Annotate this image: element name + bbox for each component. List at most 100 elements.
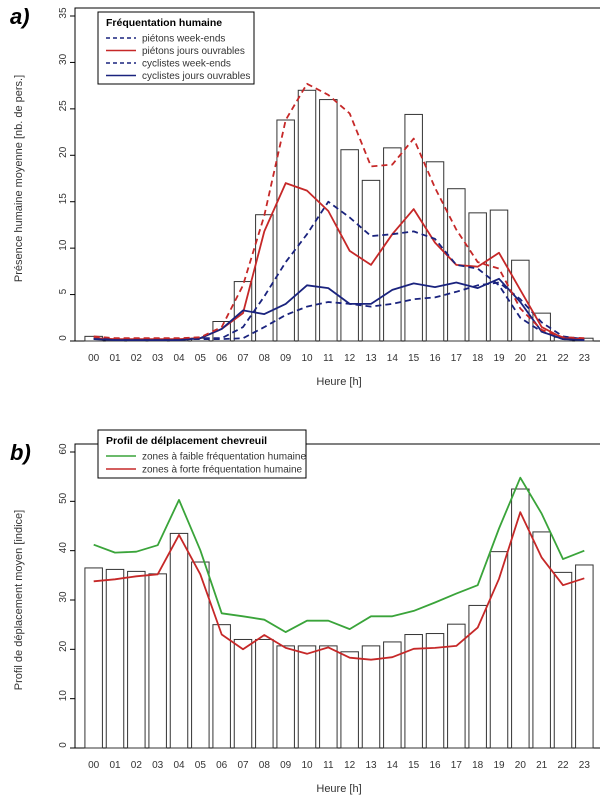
b-xtick-label: 21 bbox=[536, 760, 548, 771]
a-xtick-label: 04 bbox=[173, 353, 185, 364]
b-bar-21 bbox=[532, 531, 551, 749]
a-ytick-label: 5 bbox=[58, 288, 69, 294]
a-bar-19 bbox=[489, 209, 509, 342]
b-xtick-label: 06 bbox=[216, 760, 228, 771]
b-bar-20 bbox=[511, 488, 530, 749]
b-xtick-label: 05 bbox=[195, 760, 207, 771]
a-xtick-label: 14 bbox=[387, 353, 399, 364]
a-plot-frame bbox=[74, 7, 600, 342]
b-series-line-0 bbox=[93, 476, 585, 634]
b-bar-00 bbox=[84, 567, 103, 749]
b-bar-10 bbox=[297, 645, 317, 749]
panel-b-label: b) bbox=[10, 440, 31, 465]
b-ytick-label: 50 bbox=[58, 492, 69, 504]
b-bar-06 bbox=[212, 624, 231, 749]
b-ytick-label: 40 bbox=[58, 542, 69, 554]
b-bar-09 bbox=[276, 645, 295, 749]
b-xtick-label: 15 bbox=[408, 760, 420, 771]
b-legend-title: Profil de délplacement chevreuil bbox=[106, 435, 267, 447]
b-ytick-label: 0 bbox=[58, 742, 69, 748]
a-xtick-label: 21 bbox=[536, 353, 548, 364]
b-legend-entry: zones à faible fréquentation humaine bbox=[142, 452, 306, 463]
b-xtick-label: 17 bbox=[451, 760, 463, 771]
a-bar-09 bbox=[276, 119, 295, 342]
a-legend-entry: cyclistes week-ends bbox=[142, 59, 231, 70]
b-xtick-label: 18 bbox=[472, 760, 484, 771]
a-bar-15 bbox=[404, 113, 423, 342]
b-bar-05 bbox=[191, 561, 210, 749]
a-xtick-label: 06 bbox=[216, 353, 228, 364]
a-legend-entry: piétons week-ends bbox=[142, 34, 225, 45]
a-xtick-label: 07 bbox=[237, 353, 249, 364]
b-xtick-label: 01 bbox=[109, 760, 121, 771]
b-xtick-label: 09 bbox=[280, 760, 292, 771]
a-bar-11 bbox=[319, 99, 338, 342]
a-bar-18 bbox=[468, 212, 487, 342]
b-ytick-label: 30 bbox=[58, 591, 69, 603]
b-xtick-label: 02 bbox=[131, 760, 143, 771]
b-bar-02 bbox=[127, 570, 146, 749]
a-xtick-label: 19 bbox=[493, 353, 505, 364]
a-xtick-label: 13 bbox=[365, 353, 377, 364]
a-ytick-label: 25 bbox=[58, 100, 69, 112]
a-xlabel: Heure [h] bbox=[316, 376, 361, 388]
b-bar-04 bbox=[169, 532, 189, 749]
b-bar-17 bbox=[447, 623, 466, 749]
a-xtick-label: 02 bbox=[131, 353, 143, 364]
a-bar-10 bbox=[297, 89, 317, 342]
b-xtick-label: 13 bbox=[365, 760, 377, 771]
a-xtick-label: 00 bbox=[88, 353, 100, 364]
a-legend-entry: cyclistes jours ouvrables bbox=[142, 71, 250, 82]
b-bar-07 bbox=[233, 638, 253, 749]
a-xtick-label: 09 bbox=[280, 353, 292, 364]
b-bar-14 bbox=[383, 641, 402, 749]
b-bar-03 bbox=[148, 573, 167, 749]
b-xtick-label: 20 bbox=[515, 760, 527, 771]
b-bar-22 bbox=[553, 571, 573, 749]
b-bar-11 bbox=[319, 645, 338, 749]
b-xtick-label: 23 bbox=[579, 760, 591, 771]
b-bar-23 bbox=[575, 564, 594, 749]
b-xtick-label: 12 bbox=[344, 760, 356, 771]
b-xtick-label: 08 bbox=[259, 760, 271, 771]
a-series-line-2 bbox=[93, 200, 585, 341]
a-ytick-label: 20 bbox=[58, 146, 69, 158]
b-xtick-label: 00 bbox=[88, 760, 100, 771]
a-xtick-label: 17 bbox=[451, 353, 463, 364]
a-xtick-label: 23 bbox=[579, 353, 591, 364]
a-xtick-label: 05 bbox=[195, 353, 207, 364]
a-ytick-label: 35 bbox=[58, 7, 69, 19]
b-plot-frame bbox=[74, 443, 600, 749]
b-ytick-label: 20 bbox=[58, 640, 69, 652]
b-bar-08 bbox=[255, 638, 274, 749]
a-xtick-label: 08 bbox=[259, 353, 271, 364]
a-series-line-3 bbox=[93, 277, 585, 342]
b-xtick-label: 11 bbox=[323, 760, 334, 771]
b-xtick-label: 19 bbox=[493, 760, 505, 771]
a-bar-16 bbox=[425, 161, 445, 342]
b-ytick-label: 60 bbox=[58, 443, 69, 455]
a-bar-12 bbox=[340, 149, 359, 342]
a-series-line-4 bbox=[93, 82, 585, 340]
a-xtick-label: 16 bbox=[429, 353, 441, 364]
a-legend bbox=[97, 11, 255, 85]
b-xtick-label: 10 bbox=[301, 760, 313, 771]
b-xtick-label: 03 bbox=[152, 760, 164, 771]
b-bar-19 bbox=[489, 551, 509, 749]
a-xtick-label: 01 bbox=[109, 353, 121, 364]
panel-a-label: a) bbox=[10, 4, 30, 29]
b-legend bbox=[97, 429, 307, 479]
b-bar-18 bbox=[468, 604, 487, 749]
a-xtick-label: 12 bbox=[344, 353, 356, 364]
b-xtick-label: 14 bbox=[387, 760, 399, 771]
b-bar-16 bbox=[425, 633, 445, 749]
b-series-line-1 bbox=[93, 511, 585, 661]
a-ytick-label: 0 bbox=[58, 335, 69, 341]
b-legend-entry: zones à forte fréquentation humaine bbox=[142, 465, 303, 476]
a-xtick-label: 03 bbox=[152, 353, 164, 364]
a-xtick-label: 20 bbox=[515, 353, 527, 364]
b-xtick-label: 04 bbox=[173, 760, 185, 771]
